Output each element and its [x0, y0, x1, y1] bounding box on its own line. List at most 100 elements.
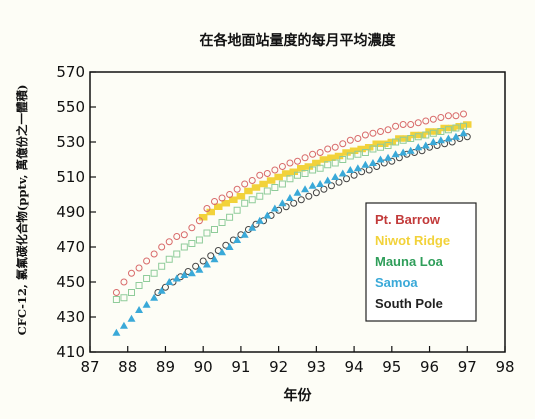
y-tick-label: 490	[56, 203, 85, 221]
data-point	[150, 293, 159, 301]
data-point	[414, 119, 422, 127]
data-point	[127, 314, 136, 322]
data-point	[294, 157, 301, 165]
data-point	[271, 166, 279, 174]
data-point	[202, 260, 211, 268]
data-point	[437, 128, 445, 135]
data-point	[402, 135, 412, 142]
data-point	[384, 142, 392, 149]
data-point	[278, 180, 286, 188]
data-point	[361, 160, 370, 168]
data-point	[331, 159, 339, 167]
data-point	[218, 248, 227, 256]
x-tick-label: 91	[231, 358, 250, 376]
data-point	[226, 213, 234, 221]
data-point	[278, 199, 287, 207]
data-point	[380, 159, 388, 167]
data-point	[150, 269, 158, 277]
data-point	[294, 171, 301, 179]
y-tick-label: 570	[56, 63, 85, 81]
data-point	[301, 185, 310, 193]
data-point	[233, 236, 242, 243]
y-tick-label: 550	[56, 98, 85, 116]
data-point	[290, 199, 298, 207]
data-point	[358, 168, 366, 176]
data-point	[436, 136, 445, 144]
data-point	[173, 250, 181, 258]
data-point	[165, 278, 174, 285]
data-point	[391, 150, 400, 158]
data-point	[165, 238, 173, 246]
data-point	[422, 131, 430, 139]
data-point	[399, 148, 408, 156]
data-point	[448, 138, 456, 146]
x-tick-label: 90	[194, 358, 213, 376]
data-point	[324, 145, 332, 153]
data-point	[339, 156, 347, 163]
data-point	[158, 262, 166, 270]
data-point	[364, 144, 374, 151]
data-point	[309, 150, 317, 158]
data-point	[233, 206, 241, 214]
y-tick-label: 510	[56, 168, 85, 186]
data-point	[241, 180, 249, 188]
data-point	[452, 112, 460, 120]
data-point	[384, 153, 393, 161]
data-point	[429, 115, 437, 123]
data-point	[203, 229, 211, 237]
data-point	[324, 161, 332, 169]
data-point	[422, 117, 430, 125]
data-point	[135, 264, 143, 272]
y-tick-label: 430	[56, 308, 85, 326]
data-point	[252, 220, 260, 228]
data-point	[365, 166, 373, 174]
data-point	[128, 269, 135, 277]
data-point	[441, 140, 449, 148]
data-point	[463, 121, 472, 128]
data-point	[312, 189, 320, 197]
series-pt-barrow	[112, 110, 467, 296]
data-point	[135, 306, 144, 313]
data-point	[407, 121, 415, 128]
data-point	[198, 214, 208, 221]
x-tick-label: 88	[118, 358, 137, 376]
data-point	[158, 243, 166, 251]
data-point	[285, 194, 294, 201]
data-point	[392, 138, 400, 146]
legend-box	[365, 202, 477, 322]
data-point	[414, 133, 422, 141]
data-point	[407, 135, 415, 142]
data-point	[447, 124, 457, 132]
data-point	[188, 240, 196, 247]
data-point	[395, 154, 403, 162]
data-point	[112, 328, 121, 336]
x-tick-label: 89	[156, 358, 175, 376]
x-tick-label: 87	[80, 358, 99, 376]
data-point	[120, 294, 128, 302]
data-point	[143, 275, 151, 282]
x-tick-label: 98	[495, 358, 514, 376]
data-point	[346, 136, 354, 144]
data-point	[218, 194, 226, 202]
data-point	[263, 170, 271, 177]
data-point	[236, 193, 246, 200]
data-point	[432, 128, 442, 135]
data-point	[161, 283, 169, 291]
data-point	[354, 135, 362, 142]
data-point	[354, 150, 362, 158]
data-point	[210, 255, 219, 263]
data-point	[150, 250, 158, 258]
data-point	[346, 166, 355, 173]
data-point	[112, 296, 120, 303]
data-point	[180, 231, 188, 239]
data-point	[248, 196, 256, 204]
data-point	[444, 126, 452, 134]
data-point	[248, 177, 256, 184]
data-point	[271, 184, 279, 191]
legend-entry: South Pole	[375, 296, 443, 311]
data-point	[452, 124, 460, 132]
data-point	[346, 152, 354, 160]
data-point	[286, 175, 294, 183]
